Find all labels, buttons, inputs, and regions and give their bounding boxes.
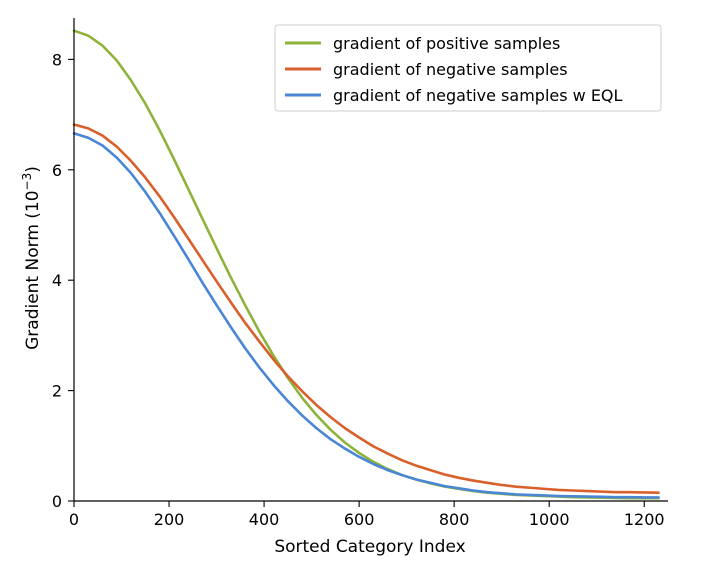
legend: gradient of positive samples gradient of … [274, 24, 662, 112]
y-axis-label-main: Gradient Norm (10 [23, 190, 43, 349]
x-tick-label: 800 [439, 510, 470, 529]
y-axis-label-exponent: −3 [20, 173, 34, 191]
y-tick-label: 2 [52, 382, 62, 401]
x-tick-label: 1200 [624, 510, 665, 529]
ticks: 0 200 400 600 800 1000 1200 0 2 4 6 8 [52, 50, 665, 529]
y-tick-label: 4 [52, 271, 62, 290]
series-lines [72, 29, 660, 500]
legend-label-1: gradient of positive samples [333, 34, 560, 53]
legend-frame [274, 24, 662, 112]
x-tick-label: 400 [249, 510, 280, 529]
x-tick-label: 200 [154, 510, 185, 529]
axes [73, 18, 668, 502]
y-axis-label: Gradient Norm (10−3) [20, 166, 43, 350]
x-tick-label: 1000 [529, 510, 570, 529]
x-tick-label: 600 [344, 510, 375, 529]
y-tick-label: 0 [52, 492, 62, 511]
legend-label-3: gradient of negative samples w EQL [333, 86, 623, 105]
legend-label-2: gradient of negative samples [333, 60, 568, 79]
y-tick-label: 6 [52, 161, 62, 180]
series-line-2 [72, 123, 660, 495]
y-axis-label-close: ) [23, 166, 43, 173]
x-tick-label: 0 [69, 510, 79, 529]
series-line-3 [72, 132, 660, 499]
y-tick-label: 8 [52, 50, 62, 69]
x-axis-label: Sorted Category Index [274, 537, 465, 557]
